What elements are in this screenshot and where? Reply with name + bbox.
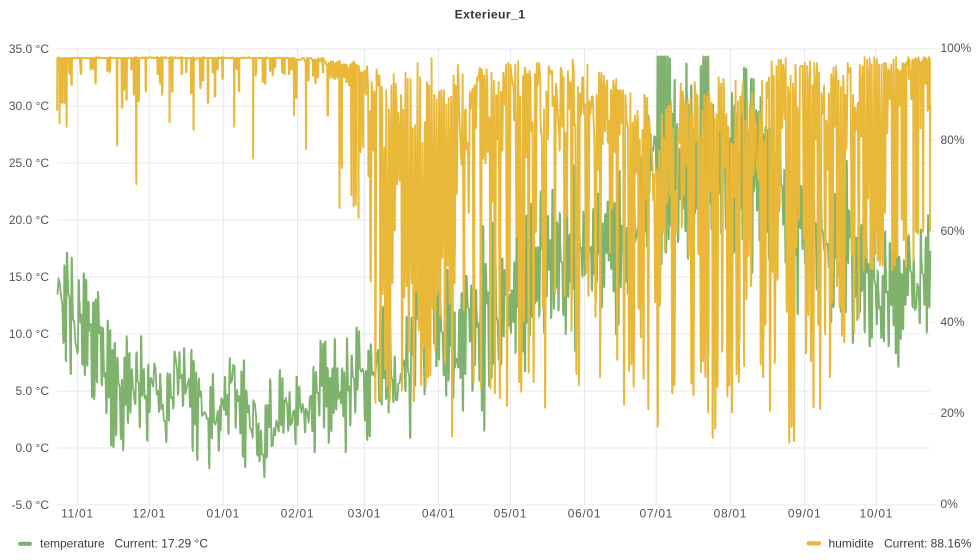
svg-text:11/01: 11/01 <box>61 507 94 521</box>
svg-text:03/01: 03/01 <box>348 507 382 521</box>
svg-text:07/01: 07/01 <box>640 507 674 521</box>
svg-text:0.0 °C: 0.0 °C <box>16 441 50 455</box>
svg-text:20.0 °C: 20.0 °C <box>9 213 49 227</box>
svg-text:10/01: 10/01 <box>860 507 894 521</box>
svg-text:04/01: 04/01 <box>422 507 456 521</box>
svg-text:12/01: 12/01 <box>132 507 166 521</box>
svg-text:30.0 °C: 30.0 °C <box>9 99 49 113</box>
svg-text:09/01: 09/01 <box>788 507 822 521</box>
svg-text:20%: 20% <box>941 406 965 420</box>
svg-text:temperature: temperature <box>40 537 105 551</box>
svg-text:-5.0 °C: -5.0 °C <box>12 498 50 512</box>
svg-text:02/01: 02/01 <box>281 507 315 521</box>
svg-text:Current: 17.29 °C: Current: 17.29 °C <box>115 537 209 551</box>
svg-text:Current: 88.16%: Current: 88.16% <box>884 537 972 551</box>
svg-text:60%: 60% <box>941 224 965 238</box>
svg-text:06/01: 06/01 <box>568 507 602 521</box>
svg-text:01/01: 01/01 <box>207 507 241 521</box>
svg-text:5.0 °C: 5.0 °C <box>16 384 50 398</box>
svg-text:100%: 100% <box>941 41 972 55</box>
svg-text:40%: 40% <box>941 315 965 329</box>
svg-text:05/01: 05/01 <box>494 507 528 521</box>
svg-text:08/01: 08/01 <box>714 507 748 521</box>
svg-text:15.0 °C: 15.0 °C <box>9 270 49 284</box>
svg-text:35.0 °C: 35.0 °C <box>9 42 49 56</box>
svg-text:0%: 0% <box>941 497 959 511</box>
svg-text:10.0 °C: 10.0 °C <box>9 327 49 341</box>
svg-text:80%: 80% <box>941 133 965 147</box>
svg-text:humidite: humidite <box>829 537 875 551</box>
svg-text:25.0 °C: 25.0 °C <box>9 156 49 170</box>
svg-text:Exterieur_1: Exterieur_1 <box>455 8 526 22</box>
